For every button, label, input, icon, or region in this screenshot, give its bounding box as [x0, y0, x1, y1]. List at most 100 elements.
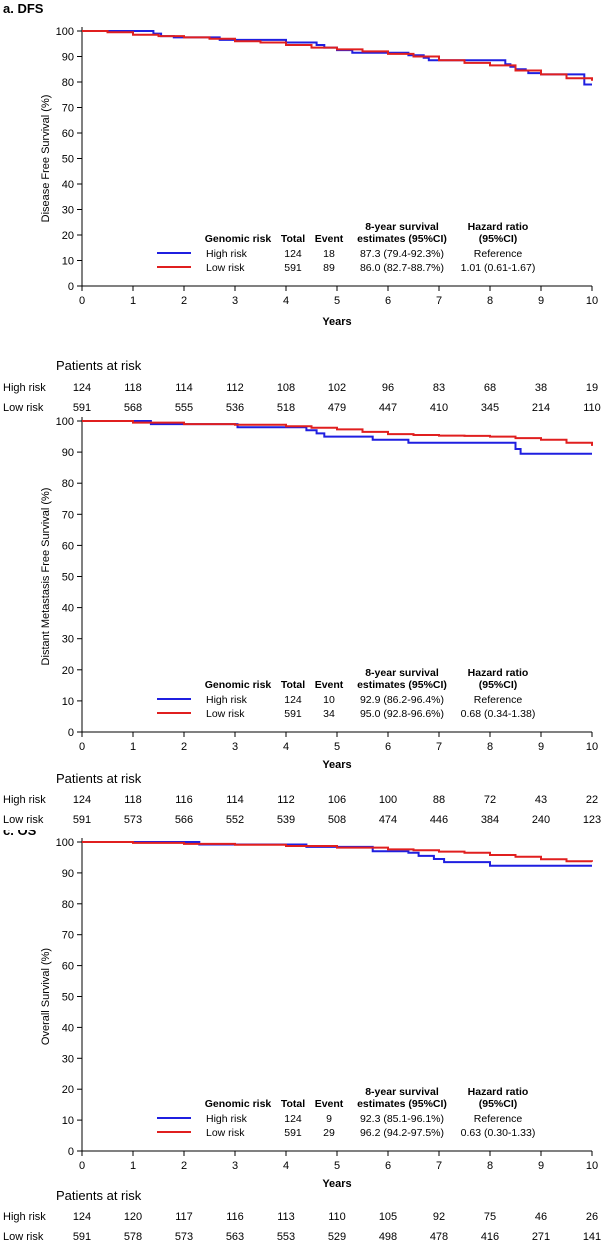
risk-count: 508	[328, 814, 346, 826]
risk-count: 240	[532, 814, 550, 826]
legend-header-estimate-1: 8-year survival	[365, 667, 439, 679]
y-tick-label: 80	[62, 478, 74, 490]
risk-count: 568	[124, 402, 142, 414]
x-tick-label: 8	[487, 295, 493, 307]
legend-header-event: Event	[315, 1098, 344, 1110]
legend-header-estimate-2: estimates (95%CI)	[357, 679, 447, 691]
risk-count: 75	[484, 1211, 496, 1223]
legend-header-genomic-risk: Genomic risk	[205, 679, 272, 691]
legend-hr: 0.63 (0.30-1.33)	[461, 1127, 536, 1139]
risk-row-label: High risk	[3, 382, 46, 394]
y-tick-label: 50	[62, 154, 74, 166]
y-tick-label: 10	[62, 696, 74, 708]
x-tick-label: 7	[436, 295, 442, 307]
x-tick-label: 5	[334, 1160, 340, 1172]
legend-group: High risk	[206, 694, 248, 706]
risk-count: 478	[430, 1231, 448, 1243]
y-tick-label: 10	[62, 256, 74, 268]
y-tick-label: 70	[62, 930, 74, 942]
y-tick-label: 0	[68, 1146, 74, 1158]
risk-count: 105	[379, 1211, 397, 1223]
x-axis-label: Years	[322, 759, 351, 771]
x-tick-label: 1	[130, 295, 136, 307]
y-tick-label: 50	[62, 992, 74, 1004]
y-tick-label: 30	[62, 1053, 74, 1065]
risk-count: 26	[586, 1211, 598, 1223]
chart-title: b. DMFS	[3, 416, 55, 418]
risk-count: 96	[382, 382, 394, 394]
x-tick-label: 4	[283, 295, 289, 307]
risk-count: 112	[277, 794, 295, 806]
y-tick-label: 80	[62, 77, 74, 89]
risk-count: 498	[379, 1231, 397, 1243]
x-axis-label: Years	[322, 316, 351, 328]
risk-count: 474	[379, 814, 397, 826]
x-tick-label: 3	[232, 741, 238, 753]
y-tick-label: 30	[62, 205, 74, 217]
risk-count: 124	[73, 1211, 91, 1223]
risk-count: 116	[226, 1211, 244, 1223]
risk-count: 563	[226, 1231, 244, 1243]
y-tick-label: 70	[62, 509, 74, 521]
y-tick-label: 60	[62, 540, 74, 552]
legend-header-genomic-risk: Genomic risk	[205, 233, 272, 245]
legend-total: 591	[284, 262, 302, 274]
risk-count: 72	[484, 794, 496, 806]
risk-count: 46	[535, 1211, 547, 1223]
legend-header-total: Total	[281, 233, 305, 245]
y-tick-label: 0	[68, 727, 74, 739]
legend-event: 10	[323, 694, 335, 706]
risk-count: 539	[277, 814, 295, 826]
risk-count: 100	[379, 794, 397, 806]
risk-row-label: High risk	[3, 794, 46, 806]
y-axis-label: Distant Metastasis Free Survival (%)	[40, 488, 52, 666]
legend-total: 124	[284, 1113, 302, 1125]
y-tick-label: 0	[68, 281, 74, 293]
x-tick-label: 9	[538, 741, 544, 753]
dfs-panel: a. DFS 0 10 20 30 40 50 60 70 80 90 100 0 1 2 3 4 5 6 7 8 9 10…	[0, 0, 613, 416]
risk-count: 345	[481, 402, 499, 414]
legend-group: Low risk	[206, 1127, 245, 1139]
x-tick-label: 0	[79, 1160, 85, 1172]
legend-header-hr-2: (95%CI)	[479, 1098, 518, 1110]
risk-count: 92	[433, 1211, 445, 1223]
risk-count: 578	[124, 1231, 142, 1243]
risk-count: 120	[124, 1211, 142, 1223]
legend-header-hr-2: (95%CI)	[479, 233, 518, 245]
x-tick-label: 9	[538, 1160, 544, 1172]
chart-title: c. OS	[3, 830, 37, 838]
legend-estimate: 92.9 (86.2-96.4%)	[360, 694, 444, 706]
x-tick-label: 5	[334, 295, 340, 307]
risk-count: 102	[328, 382, 346, 394]
x-tick-label: 4	[283, 741, 289, 753]
legend-hr: 0.68 (0.34-1.38)	[461, 708, 536, 720]
dmfs-panel: b. DMFS010203040506070809010001234567891…	[0, 416, 613, 830]
risk-count: 591	[73, 1231, 91, 1243]
y-tick-label: 20	[62, 230, 74, 242]
legend-event: 89	[323, 262, 335, 274]
x-tick-label: 1	[130, 741, 136, 753]
chart-title: a. DFS	[3, 1, 44, 16]
risk-row-label: High risk	[3, 1211, 46, 1223]
risk-row-label: Low risk	[3, 1231, 44, 1243]
x-tick-label: 2	[181, 1160, 187, 1172]
x-tick-label: 8	[487, 1160, 493, 1172]
legend-estimate: 96.2 (94.2-97.5%)	[360, 1127, 444, 1139]
x-axis-label: Years	[322, 1178, 351, 1190]
x-tick-label: 3	[232, 1160, 238, 1172]
low-risk-curve	[82, 841, 593, 863]
risk-count: 124	[73, 794, 91, 806]
risk-count: 566	[175, 814, 193, 826]
risk-row-label: Low risk	[3, 402, 44, 414]
y-tick-label: 40	[62, 179, 74, 191]
legend-header-hr-1: Hazard ratio	[468, 221, 529, 233]
risk-count: 118	[124, 794, 142, 806]
y-tick-label: 40	[62, 1022, 74, 1034]
legend-hr: Reference	[474, 694, 523, 706]
x-tick-label: 9	[538, 295, 544, 307]
risk-count: 518	[277, 402, 295, 414]
risk-table-title: Patients at risk	[56, 1188, 142, 1203]
legend-estimate: 87.3 (79.4-92.3%)	[360, 248, 444, 260]
risk-count: 416	[481, 1231, 499, 1243]
